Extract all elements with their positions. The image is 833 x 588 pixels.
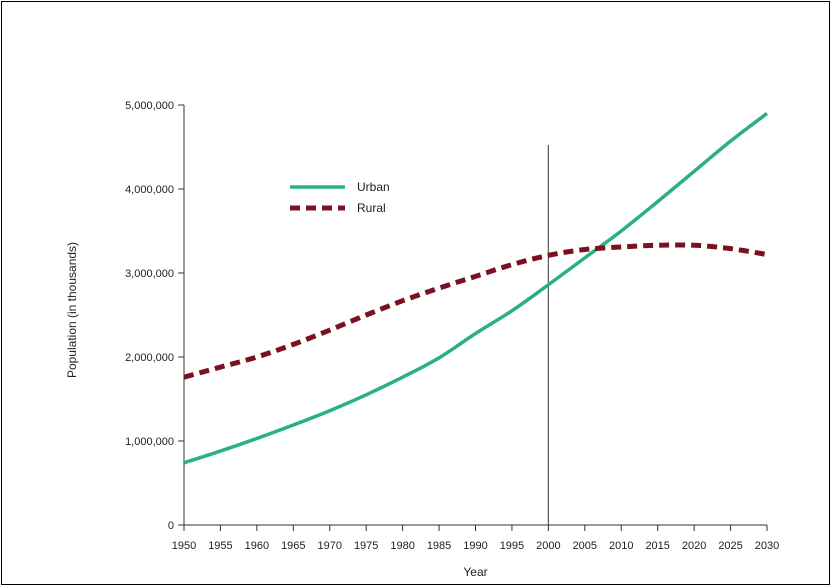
x-tick-label: 2030 [755, 540, 779, 552]
y-tick-label: 1,000,000 [125, 436, 174, 448]
series-group [183, 112, 769, 465]
x-tick-label: 1975 [354, 540, 378, 552]
x-axis-title: Year [463, 565, 487, 579]
y-axis-title: Population (in thousands) [65, 242, 79, 378]
y-tick-label: 5,000,000 [125, 100, 174, 112]
x-tick-label: 2010 [609, 540, 633, 552]
x-tick-label: 2005 [573, 540, 597, 552]
x-tick-label: 1960 [245, 540, 269, 552]
y-tick-label: 4,000,000 [125, 184, 174, 196]
legend-label-rural: Rural [357, 201, 386, 215]
x-tick-label: 2015 [645, 540, 669, 552]
y-tick-label: 0 [168, 520, 174, 532]
series-line-urban [183, 112, 769, 465]
x-axis: 1950 1955 1960 1965 1970 1975 1980 1985 1990 1995… [172, 524, 779, 552]
x-tick-label: 1990 [463, 540, 487, 552]
x-tick-label: 1965 [281, 540, 305, 552]
x-tick-label: 1970 [318, 540, 342, 552]
x-tick-label: 2020 [682, 540, 706, 552]
x-tick-label: 1985 [427, 540, 451, 552]
x-tick-label: 1950 [172, 540, 196, 552]
y-tick-label: 2,000,000 [125, 352, 174, 364]
x-tick-label: 1980 [390, 540, 414, 552]
legend: Urban Rural [290, 180, 390, 215]
y-tick-label: 3,000,000 [125, 268, 174, 280]
series-line-rural [183, 242, 768, 380]
x-tick-label: 1955 [208, 540, 232, 552]
legend-label-urban: Urban [357, 180, 390, 194]
y-axis: 0 1,000,000 2,000,000 3,000,000 4,000,000 5,0… [125, 100, 185, 532]
x-tick-label: 2025 [718, 540, 742, 552]
x-tick-label: 1995 [500, 540, 524, 552]
x-tick-label: 2000 [536, 540, 560, 552]
